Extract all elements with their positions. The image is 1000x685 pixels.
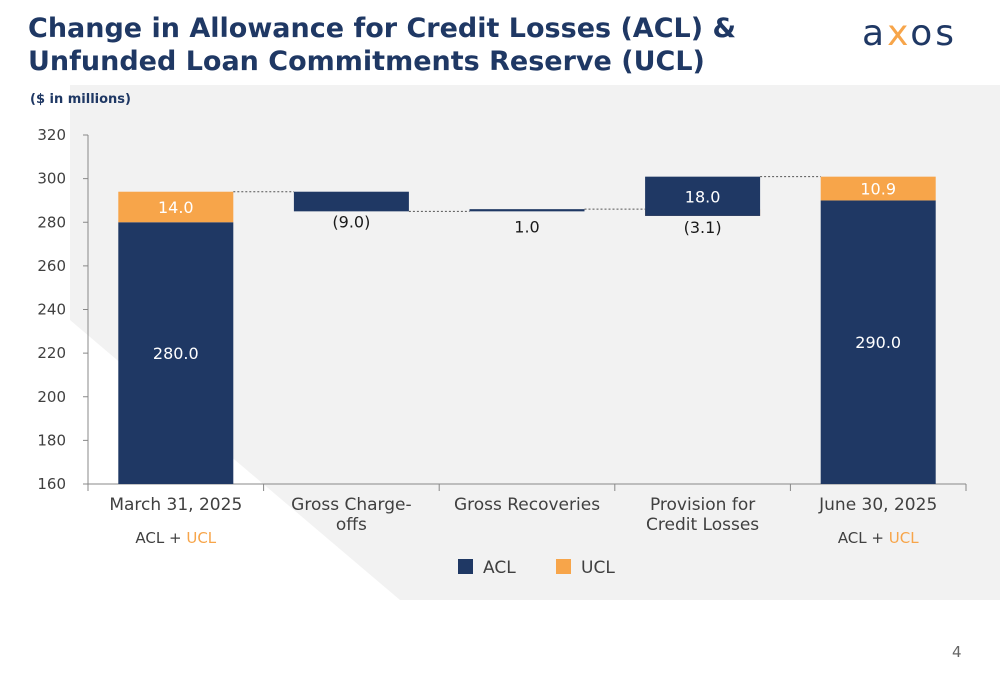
sublabel-part: + <box>867 529 889 547</box>
x-category-label: Provision for <box>650 495 755 515</box>
legend-swatch-ucl <box>556 559 571 574</box>
sublabel-part: ACL <box>135 529 164 547</box>
axos-logo: axos <box>862 13 958 54</box>
acl-bar-0 <box>118 222 234 484</box>
page-number: 4 <box>952 643 962 661</box>
y-tick-label: 320 <box>37 126 66 144</box>
y-tick-label: 200 <box>37 388 66 406</box>
x-category-label: Gross Recoveries <box>454 495 600 515</box>
y-tick-label: 240 <box>37 301 66 319</box>
x-category-sublabel: ACL + UCL <box>135 529 216 547</box>
ucl-data-label-4: 10.9 <box>860 180 896 199</box>
ucl-data-label-3: (3.1) <box>684 218 722 237</box>
x-category-label: March 31, 2025 <box>109 495 242 515</box>
acl-bar-3 <box>645 176 761 216</box>
ucl-bar-4 <box>820 176 936 201</box>
legend-label-acl: ACL <box>483 558 516 578</box>
x-category-sublabel: ACL + UCL <box>838 529 919 547</box>
sublabel-part: UCL <box>186 529 216 547</box>
title-line-1: Change in Allowance for Credit Losses (A… <box>28 13 737 44</box>
y-tick-label: 280 <box>37 213 66 231</box>
acl-bar-1 <box>293 191 409 212</box>
acl-data-label-4: 290.0 <box>855 333 901 352</box>
acl-bar-2 <box>469 209 585 212</box>
sublabel-part: UCL <box>889 529 919 547</box>
x-category-label: Credit Losses <box>646 515 759 535</box>
units-label: ($ in millions) <box>30 92 131 107</box>
y-tick-label: 260 <box>37 257 66 275</box>
acl-data-label-3: 18.0 <box>685 187 721 206</box>
acl-bar-4 <box>820 200 936 484</box>
sublabel-part: ACL <box>838 529 867 547</box>
y-tick-label: 180 <box>37 431 66 449</box>
title-line-2: Unfunded Loan Commitments Reserve (UCL) <box>28 46 705 77</box>
y-tick-label: 160 <box>37 475 66 493</box>
ucl-bar-0 <box>118 191 234 223</box>
y-tick-label: 220 <box>37 344 66 362</box>
x-category-label: offs <box>336 515 367 535</box>
legend-swatch-acl <box>458 559 473 574</box>
legend-label-ucl: UCL <box>581 558 615 578</box>
acl-data-label-1: (9.0) <box>332 212 370 231</box>
x-category-label: June 30, 2025 <box>818 495 937 515</box>
y-tick-label: 300 <box>37 170 66 188</box>
ucl-data-label-0: 14.0 <box>158 198 194 217</box>
acl-data-label-2: 1.0 <box>514 217 539 236</box>
acl-data-label-0: 280.0 <box>153 344 199 363</box>
page-title: Change in Allowance for Credit Losses (A… <box>28 12 736 78</box>
x-category-label: Gross Charge- <box>291 495 411 515</box>
sublabel-part: + <box>164 529 186 547</box>
